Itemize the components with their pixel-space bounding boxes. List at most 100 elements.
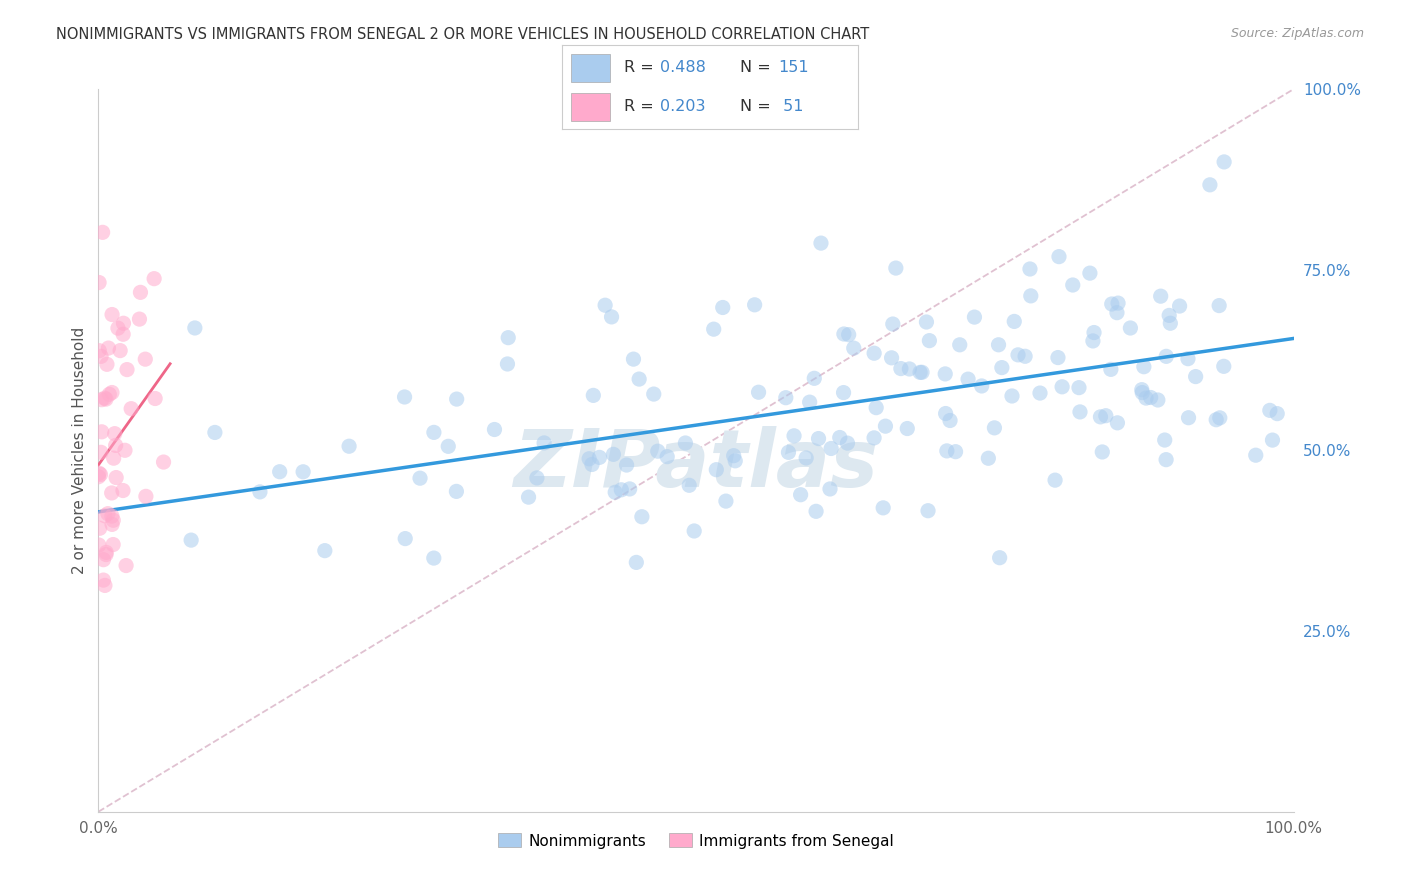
Point <box>90 349 112 363</box>
Point <box>101 385 124 400</box>
Point <box>983 421 1005 435</box>
Point <box>100 486 122 500</box>
Point <box>533 436 555 450</box>
Point <box>135 489 157 503</box>
Point <box>180 533 202 548</box>
Point <box>104 438 127 452</box>
Point <box>842 341 865 355</box>
Point <box>1107 416 1129 430</box>
Point <box>935 443 957 458</box>
Point <box>446 392 468 406</box>
Point <box>578 451 600 466</box>
Point <box>1007 348 1029 362</box>
Point <box>810 236 832 251</box>
Point <box>949 338 972 352</box>
Point <box>1067 381 1090 395</box>
Point <box>423 551 446 566</box>
Point <box>1184 369 1206 384</box>
Point <box>108 343 131 358</box>
Point <box>1133 359 1156 374</box>
Point <box>1029 386 1052 401</box>
Point <box>673 436 696 450</box>
Point <box>91 225 114 239</box>
Point <box>105 470 128 484</box>
Point <box>623 352 645 367</box>
Point <box>93 573 115 587</box>
Point <box>484 423 506 437</box>
Point <box>626 556 648 570</box>
Text: Source: ZipAtlas.com: Source: ZipAtlas.com <box>1230 27 1364 40</box>
Point <box>103 513 125 527</box>
Point <box>616 458 638 472</box>
Point <box>896 421 918 435</box>
Point <box>90 392 112 407</box>
Point <box>832 385 855 400</box>
Point <box>783 429 806 443</box>
Point <box>1130 383 1153 397</box>
Point <box>87 469 110 483</box>
Point <box>875 419 897 434</box>
Point <box>1199 178 1222 192</box>
Point <box>249 484 271 499</box>
Point <box>775 391 797 405</box>
Point <box>1153 433 1175 447</box>
Point <box>963 310 986 324</box>
Point <box>703 322 725 336</box>
Point <box>496 331 519 345</box>
Point <box>129 285 152 300</box>
Point <box>600 310 623 324</box>
Point <box>1090 409 1112 424</box>
Point <box>794 450 817 465</box>
Point <box>880 351 903 365</box>
Point <box>704 463 727 477</box>
Point <box>115 558 138 573</box>
Point <box>87 276 110 290</box>
Point <box>582 388 605 402</box>
Point <box>803 371 825 385</box>
Point <box>101 308 124 322</box>
Point <box>744 298 766 312</box>
Point <box>104 426 127 441</box>
Point <box>1258 403 1281 417</box>
Point <box>1212 359 1234 374</box>
Point <box>89 521 111 535</box>
Point <box>977 451 1000 466</box>
Point <box>714 494 737 508</box>
Point <box>101 537 124 551</box>
Point <box>1091 445 1114 459</box>
Point <box>1081 334 1104 348</box>
Text: R =: R = <box>624 98 659 113</box>
Point <box>605 485 627 500</box>
Point <box>588 450 610 465</box>
Y-axis label: 2 or more Vehicles in Household: 2 or more Vehicles in Household <box>72 326 87 574</box>
Text: 0.203: 0.203 <box>659 98 706 113</box>
Point <box>112 327 135 342</box>
Point <box>114 443 136 458</box>
Point <box>115 362 138 376</box>
Point <box>593 298 616 312</box>
Point <box>837 436 859 450</box>
Point <box>1147 392 1170 407</box>
Point <box>911 365 934 379</box>
Point <box>394 390 416 404</box>
Point <box>1099 362 1122 376</box>
Point <box>1094 409 1116 423</box>
Point <box>1062 278 1084 293</box>
Point <box>1130 385 1153 400</box>
Point <box>152 455 174 469</box>
Point <box>987 338 1010 352</box>
Point <box>918 334 941 348</box>
Point <box>683 524 706 538</box>
Point <box>1205 413 1227 427</box>
Point <box>409 471 432 485</box>
Point <box>818 482 841 496</box>
Text: R =: R = <box>624 61 659 76</box>
Point <box>1001 389 1024 403</box>
Point <box>94 548 117 562</box>
Point <box>1101 297 1123 311</box>
Point <box>610 483 633 497</box>
Point <box>1019 289 1042 303</box>
Point <box>1168 299 1191 313</box>
Point <box>93 552 115 566</box>
Point <box>204 425 226 440</box>
